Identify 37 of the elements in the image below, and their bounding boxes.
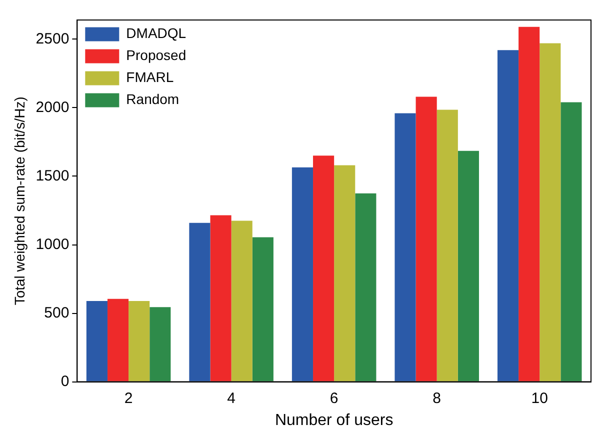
legend-label: FMARL	[126, 69, 174, 86]
bar	[86, 300, 108, 382]
x-tick-label: 4	[227, 390, 236, 407]
legend-label: DMADQL	[126, 25, 186, 42]
x-tick-label: 6	[330, 390, 338, 407]
bar	[252, 237, 274, 382]
y-tick-label: 1000	[36, 236, 70, 253]
bar	[107, 298, 129, 382]
bar	[150, 307, 171, 382]
bar	[436, 110, 458, 382]
bar	[540, 43, 561, 382]
bar	[560, 102, 582, 382]
x-axis-title: Number of users	[274, 412, 394, 429]
y-tick-label: 2500	[36, 30, 70, 48]
bar	[231, 220, 252, 382]
bar	[334, 165, 356, 382]
y-tick-label: 0	[60, 372, 70, 390]
legend-label: Proposed	[126, 47, 186, 64]
legend-label: Random	[126, 91, 180, 108]
bar	[416, 96, 437, 382]
y-axis-title: Total weighted sum-rate (bit/s/Hz)	[11, 96, 28, 306]
bar	[292, 167, 314, 382]
bar	[458, 150, 479, 382]
bar	[128, 300, 150, 382]
bar	[394, 113, 416, 382]
x-tick-label: 8	[432, 390, 442, 407]
y-tick-label: 1500	[36, 167, 70, 184]
bar	[210, 215, 232, 382]
bar	[518, 26, 540, 382]
y-tick-label: 2000	[36, 98, 70, 116]
x-tick-label: 2	[124, 390, 133, 407]
bar	[355, 193, 376, 382]
bar	[189, 222, 210, 382]
x-tick-label: 10	[531, 390, 548, 407]
y-tick-label: 500	[44, 304, 70, 322]
bar	[313, 156, 334, 382]
bar	[497, 50, 519, 382]
